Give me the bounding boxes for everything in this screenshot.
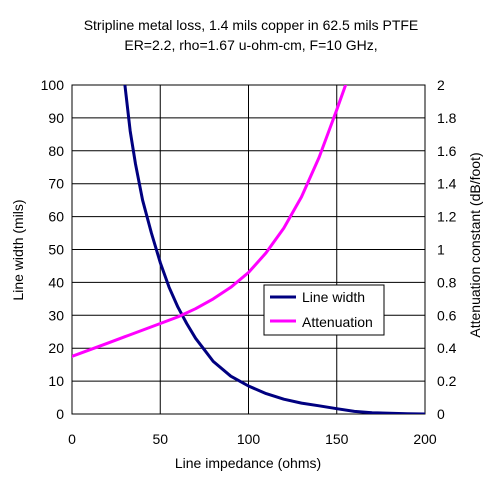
chart-title-line-1: Stripline metal loss, 1.4 mils copper in… xyxy=(84,17,419,33)
right-y-tick-label: 0 xyxy=(437,406,445,422)
right-y-tick-label: 1 xyxy=(437,242,445,258)
series-line-attenuation xyxy=(72,85,348,358)
legend-box xyxy=(263,284,385,336)
x-tick-label: 100 xyxy=(237,431,261,447)
chart-title-line-2: ER=2.2, rho=1.67 u-ohm-cm, F=10 GHz, xyxy=(124,37,377,53)
right-y-tick-label: 1.6 xyxy=(437,143,457,159)
left-y-tick-label: 10 xyxy=(48,373,64,389)
right-y-tick-label: 1.8 xyxy=(437,110,457,126)
legend-label-attenuation: Attenuation xyxy=(302,314,373,330)
x-axis-ticks: 0 50 100 150 200 xyxy=(68,431,437,447)
left-y-axis-ticks: 0 10 20 30 40 50 60 70 80 90 100 xyxy=(41,77,65,422)
left-y-tick-label: 20 xyxy=(48,340,64,356)
right-y-tick-label: 1.2 xyxy=(437,209,457,225)
left-y-axis-label: Line width (mils) xyxy=(10,199,26,300)
x-tick-label: 200 xyxy=(413,431,437,447)
legend-label-line-width: Line width xyxy=(302,289,365,305)
left-y-tick-label: 40 xyxy=(48,274,64,290)
x-axis-label: Line impedance (ohms) xyxy=(175,455,321,471)
right-y-tick-label: 1.4 xyxy=(437,176,457,192)
x-tick-label: 50 xyxy=(152,431,168,447)
series-line-line-width xyxy=(123,85,425,414)
x-tick-label: 150 xyxy=(325,431,349,447)
left-y-tick-label: 0 xyxy=(56,406,64,422)
right-y-axis-ticks: 0 0.2 0.4 0.6 0.8 1 1.2 1.4 1.6 1.8 2 xyxy=(437,77,457,422)
right-y-axis-label: Attenuation constant (dB/foot) xyxy=(467,152,483,337)
left-y-tick-label: 50 xyxy=(48,242,64,258)
right-y-tick-label: 0.8 xyxy=(437,274,457,290)
gridlines xyxy=(71,84,426,415)
series-layer xyxy=(72,85,425,414)
left-y-tick-label: 70 xyxy=(48,176,64,192)
right-y-tick-label: 0.4 xyxy=(437,340,457,356)
left-y-tick-label: 80 xyxy=(48,143,64,159)
left-y-tick-label: 90 xyxy=(48,110,64,126)
plot-frame xyxy=(71,84,426,415)
right-y-tick-label: 0.6 xyxy=(437,307,457,323)
left-y-tick-label: 60 xyxy=(48,209,64,225)
right-y-tick-label: 2 xyxy=(437,77,445,93)
left-y-tick-label: 100 xyxy=(41,77,65,93)
legend: Line width Attenuation xyxy=(263,284,385,336)
right-y-tick-label: 0.2 xyxy=(437,373,457,389)
x-tick-label: 0 xyxy=(68,431,76,447)
left-y-tick-label: 30 xyxy=(48,307,64,323)
